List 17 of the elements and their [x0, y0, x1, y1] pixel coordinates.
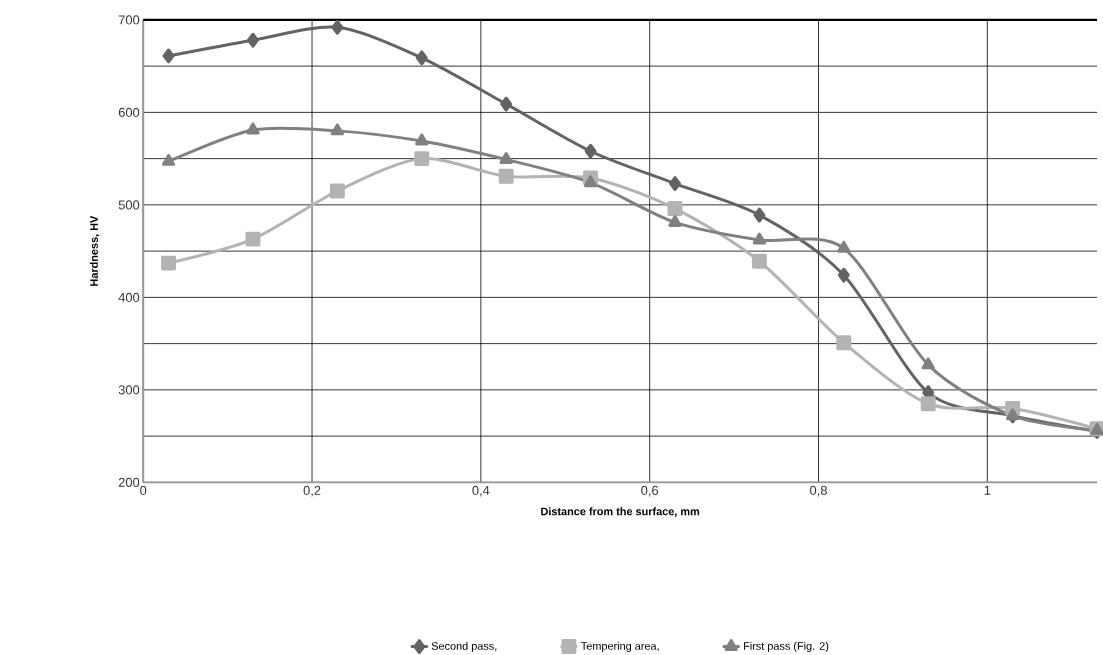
y-tick-label: 300 [118, 385, 140, 395]
y-tick-label: 700 [118, 15, 140, 25]
legend-label: Second pass, [431, 641, 497, 652]
y-tick-label: 500 [118, 200, 140, 210]
y-tick-label: 400 [118, 292, 140, 302]
x-tick-label: 0,4 [472, 485, 490, 497]
x-tick-label: 0,8 [810, 485, 827, 497]
legend-label: Tempering area, [581, 641, 659, 652]
y-tick-label: 200 [118, 477, 140, 487]
x-tick-label: 0,2 [303, 485, 321, 497]
legend-label: First pass (Fig. 2) [744, 641, 829, 652]
x-axis-title: Distance from the surface, mm [541, 507, 700, 517]
x-tick-label: 0,6 [641, 485, 659, 497]
x-tick-label: 1 [984, 485, 991, 495]
x-tick-label: 0 [140, 485, 147, 495]
y-axis-title: Hardness, HV [89, 215, 100, 286]
y-tick-label: 600 [118, 107, 140, 117]
